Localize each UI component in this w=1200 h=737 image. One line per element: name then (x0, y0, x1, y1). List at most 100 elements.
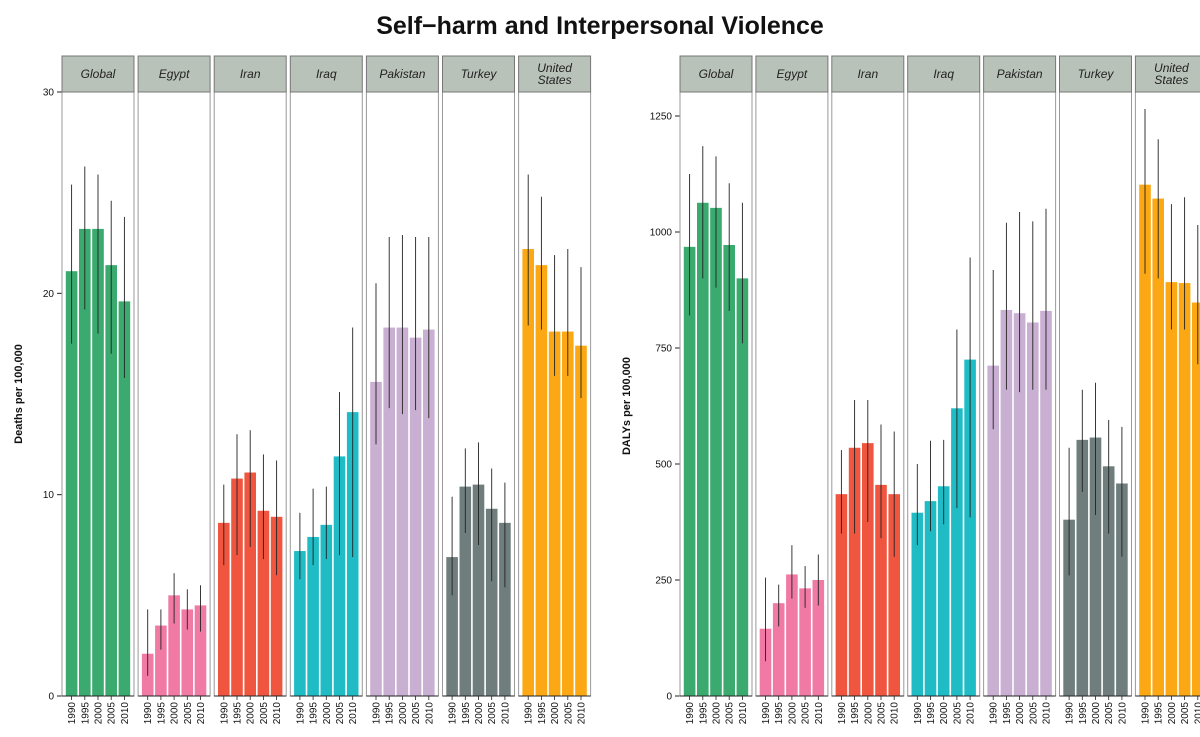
bar (562, 331, 574, 696)
x-tick-label: 2005 (335, 702, 346, 725)
chart-title: Self−harm and Interpersonal Violence (376, 12, 824, 40)
bar (964, 359, 976, 696)
bar (759, 628, 772, 696)
x-tick-label: 1990 (448, 702, 459, 725)
y-axis-label: Deaths per 100,000 (13, 344, 25, 444)
bar (168, 595, 180, 696)
x-tick-label: 1990 (67, 702, 78, 725)
x-tick-label: 2000 (550, 702, 561, 725)
x-tick-label: 2005 (107, 702, 118, 725)
x-tick-label: 2000 (246, 702, 257, 725)
x-tick-label: 1990 (219, 702, 230, 725)
bar (244, 472, 256, 696)
panel-strip-label: Iran (857, 67, 878, 81)
x-tick-label: 2005 (487, 702, 498, 725)
x-tick-label: 2010 (890, 702, 901, 725)
x-tick-label: 2010 (196, 702, 207, 725)
x-tick-label: 1995 (926, 702, 937, 725)
bar (799, 588, 811, 696)
x-tick-label: 1995 (233, 702, 244, 725)
panel-strip-label: States (538, 73, 572, 87)
panel-strip-label: Egypt (777, 67, 808, 81)
deaths-panel-iran: Iran 1990 1995 2000 2005 2010 (213, 55, 287, 725)
bar (181, 609, 194, 696)
bar (683, 246, 696, 696)
bar (1116, 483, 1128, 696)
bar (1102, 466, 1115, 696)
y-tick-label: 30 (43, 88, 55, 99)
bar (697, 202, 709, 696)
bar (951, 408, 963, 696)
x-tick-label: 2010 (814, 702, 825, 725)
panel-strip-label: Pakistan (997, 67, 1043, 81)
panel-strip-label: Global (81, 67, 116, 81)
x-tick-label: 2000 (1167, 702, 1178, 725)
panel-strip-label: Pakistan (379, 67, 425, 81)
bar (786, 574, 798, 696)
x-tick-label: 2005 (1104, 702, 1115, 725)
panel-strip (289, 55, 363, 93)
panel-strip (831, 55, 905, 93)
x-tick-label: 2000 (94, 702, 105, 725)
x-tick-label: 2000 (1091, 702, 1102, 725)
bar (270, 516, 283, 696)
x-tick-label: 1995 (1154, 702, 1165, 725)
bar (710, 207, 722, 696)
x-tick-label: 2010 (348, 702, 359, 725)
panel-strip-label: Turkey (461, 67, 498, 81)
bar (409, 337, 422, 696)
bar (522, 249, 534, 697)
deaths-panel-egypt: Egypt 1990 1995 2000 2005 2010 (137, 55, 211, 725)
bar (459, 486, 472, 696)
bar (835, 494, 848, 696)
x-tick-label: 2005 (259, 702, 270, 725)
y-tick-label: 750 (655, 344, 672, 355)
x-tick-label: 1990 (295, 702, 306, 725)
bar (1076, 439, 1089, 696)
x-tick-label: 1995 (698, 702, 709, 725)
bar (723, 244, 735, 696)
bar (65, 271, 78, 696)
x-tick-label: 2010 (272, 702, 283, 725)
bar (1027, 322, 1039, 696)
panel-strip-label: States (1154, 73, 1188, 87)
bar (320, 524, 333, 696)
bar (888, 494, 900, 696)
panel-strip (755, 55, 829, 93)
bar (1192, 302, 1200, 696)
panel-strip-label: Iraq (933, 67, 954, 81)
y-tick-label: 1000 (650, 228, 673, 239)
bar (1013, 313, 1026, 696)
x-tick-label: 1990 (1065, 702, 1076, 725)
x-tick-label: 1995 (385, 702, 396, 725)
x-tick-label: 2010 (1042, 702, 1053, 725)
dalys-panel-iraq: Iraq 1990 1995 2000 2005 2010 (907, 55, 981, 725)
x-tick-label: 1990 (372, 702, 383, 725)
x-tick-label: 2010 (966, 702, 977, 725)
x-tick-label: 1990 (524, 702, 535, 725)
bar (194, 605, 207, 696)
deaths-panel-pakistan: Pakistan 1990 1995 2000 2005 2010 (365, 55, 439, 725)
bar (987, 365, 999, 696)
x-tick-label: 1995 (537, 702, 548, 725)
x-tick-label: 2010 (1193, 702, 1200, 725)
bar (446, 557, 458, 696)
x-tick-label: 2010 (500, 702, 511, 725)
x-tick-label: 1995 (1078, 702, 1089, 725)
x-tick-label: 2010 (577, 702, 588, 725)
bar (548, 331, 561, 696)
y-tick-label: 10 (43, 490, 55, 501)
bar (333, 456, 346, 696)
panel-strip (61, 55, 135, 93)
x-tick-label: 2005 (1180, 702, 1191, 725)
deaths-panel-iraq: Iraq 1990 1995 2000 2005 2010 (289, 55, 363, 725)
bar (1000, 309, 1013, 696)
bar (772, 603, 785, 696)
x-tick-label: 2005 (952, 702, 963, 725)
x-tick-label: 2005 (1028, 702, 1039, 725)
bar (92, 228, 104, 696)
panel-strip (365, 55, 439, 93)
bar (383, 327, 395, 696)
